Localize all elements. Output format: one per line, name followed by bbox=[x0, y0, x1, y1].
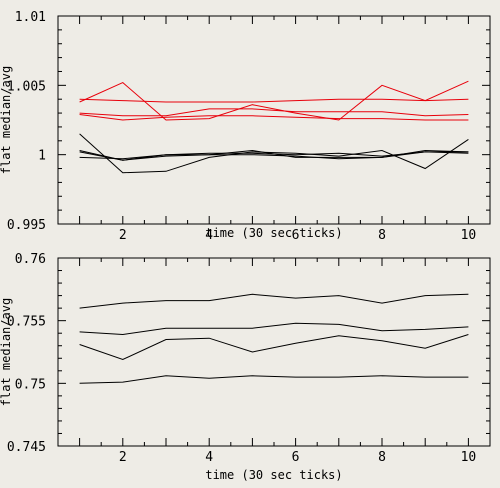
top-y-tick-label: 0.995 bbox=[7, 218, 46, 233]
top-chart-panel: 2 4 6 8 10 0.995 1 1.005 1.01 time (30 sec ticks… bbox=[0, 10, 491, 243]
top-x-tick-label: 2 bbox=[119, 228, 127, 243]
bottom-series-line bbox=[79, 293, 469, 309]
bottom-x-tick-label: 4 bbox=[205, 450, 213, 465]
bottom-y-tick-label: 0.76 bbox=[15, 252, 46, 267]
top-y-tick-label: 1.01 bbox=[15, 10, 46, 25]
bottom-series-lines bbox=[79, 293, 469, 384]
top-series-line bbox=[79, 151, 469, 161]
bottom-plot-frame bbox=[57, 257, 491, 447]
top-x-tick-label: 6 bbox=[292, 228, 300, 243]
top-x-tick-label: 10 bbox=[461, 228, 477, 243]
top-series-line bbox=[79, 114, 469, 121]
top-series-line bbox=[79, 108, 469, 117]
bottom-x-tick-label: 6 bbox=[292, 450, 300, 465]
top-y-tick-label: 1 bbox=[38, 149, 46, 164]
bottom-tick-labels: 2 4 6 8 10 0.745 0.75 0.755 0.76 bbox=[7, 252, 476, 465]
bottom-x-axis-title: time (30 sec ticks) bbox=[205, 468, 342, 482]
bottom-series-line bbox=[79, 375, 469, 384]
bottom-x-tick-label: 8 bbox=[378, 450, 386, 465]
bottom-series-line bbox=[79, 322, 469, 336]
bottom-y-axis-title: flat median/avg bbox=[0, 298, 13, 406]
top-series-lines bbox=[79, 80, 469, 174]
bottom-y-tick-label: 0.745 bbox=[7, 440, 46, 455]
bottom-y-tick-label: 0.755 bbox=[7, 315, 46, 330]
bottom-axis-ticks bbox=[58, 257, 490, 447]
bottom-chart-panel: 2 4 6 8 10 0.745 0.75 0.755 0.76 time (30 sec ti… bbox=[0, 252, 491, 482]
bottom-y-tick-label: 0.75 bbox=[15, 377, 46, 392]
top-x-tick-label: 4 bbox=[205, 228, 213, 243]
top-tick-labels: 2 4 6 8 10 0.995 1 1.005 1.01 bbox=[7, 10, 476, 243]
top-y-tick-label: 1.005 bbox=[7, 79, 46, 94]
bottom-series-line bbox=[79, 334, 469, 361]
bottom-x-tick-label: 10 bbox=[461, 450, 477, 465]
top-series-line bbox=[79, 133, 469, 174]
top-series-line bbox=[79, 151, 469, 160]
top-x-axis-title: time (30 sec ticks) bbox=[205, 226, 342, 240]
top-x-tick-label: 8 bbox=[378, 228, 386, 243]
top-axis-ticks bbox=[58, 15, 490, 225]
bottom-x-tick-label: 2 bbox=[119, 450, 127, 465]
top-series-line bbox=[79, 98, 469, 103]
top-y-axis-title: flat median/avg bbox=[0, 66, 13, 174]
